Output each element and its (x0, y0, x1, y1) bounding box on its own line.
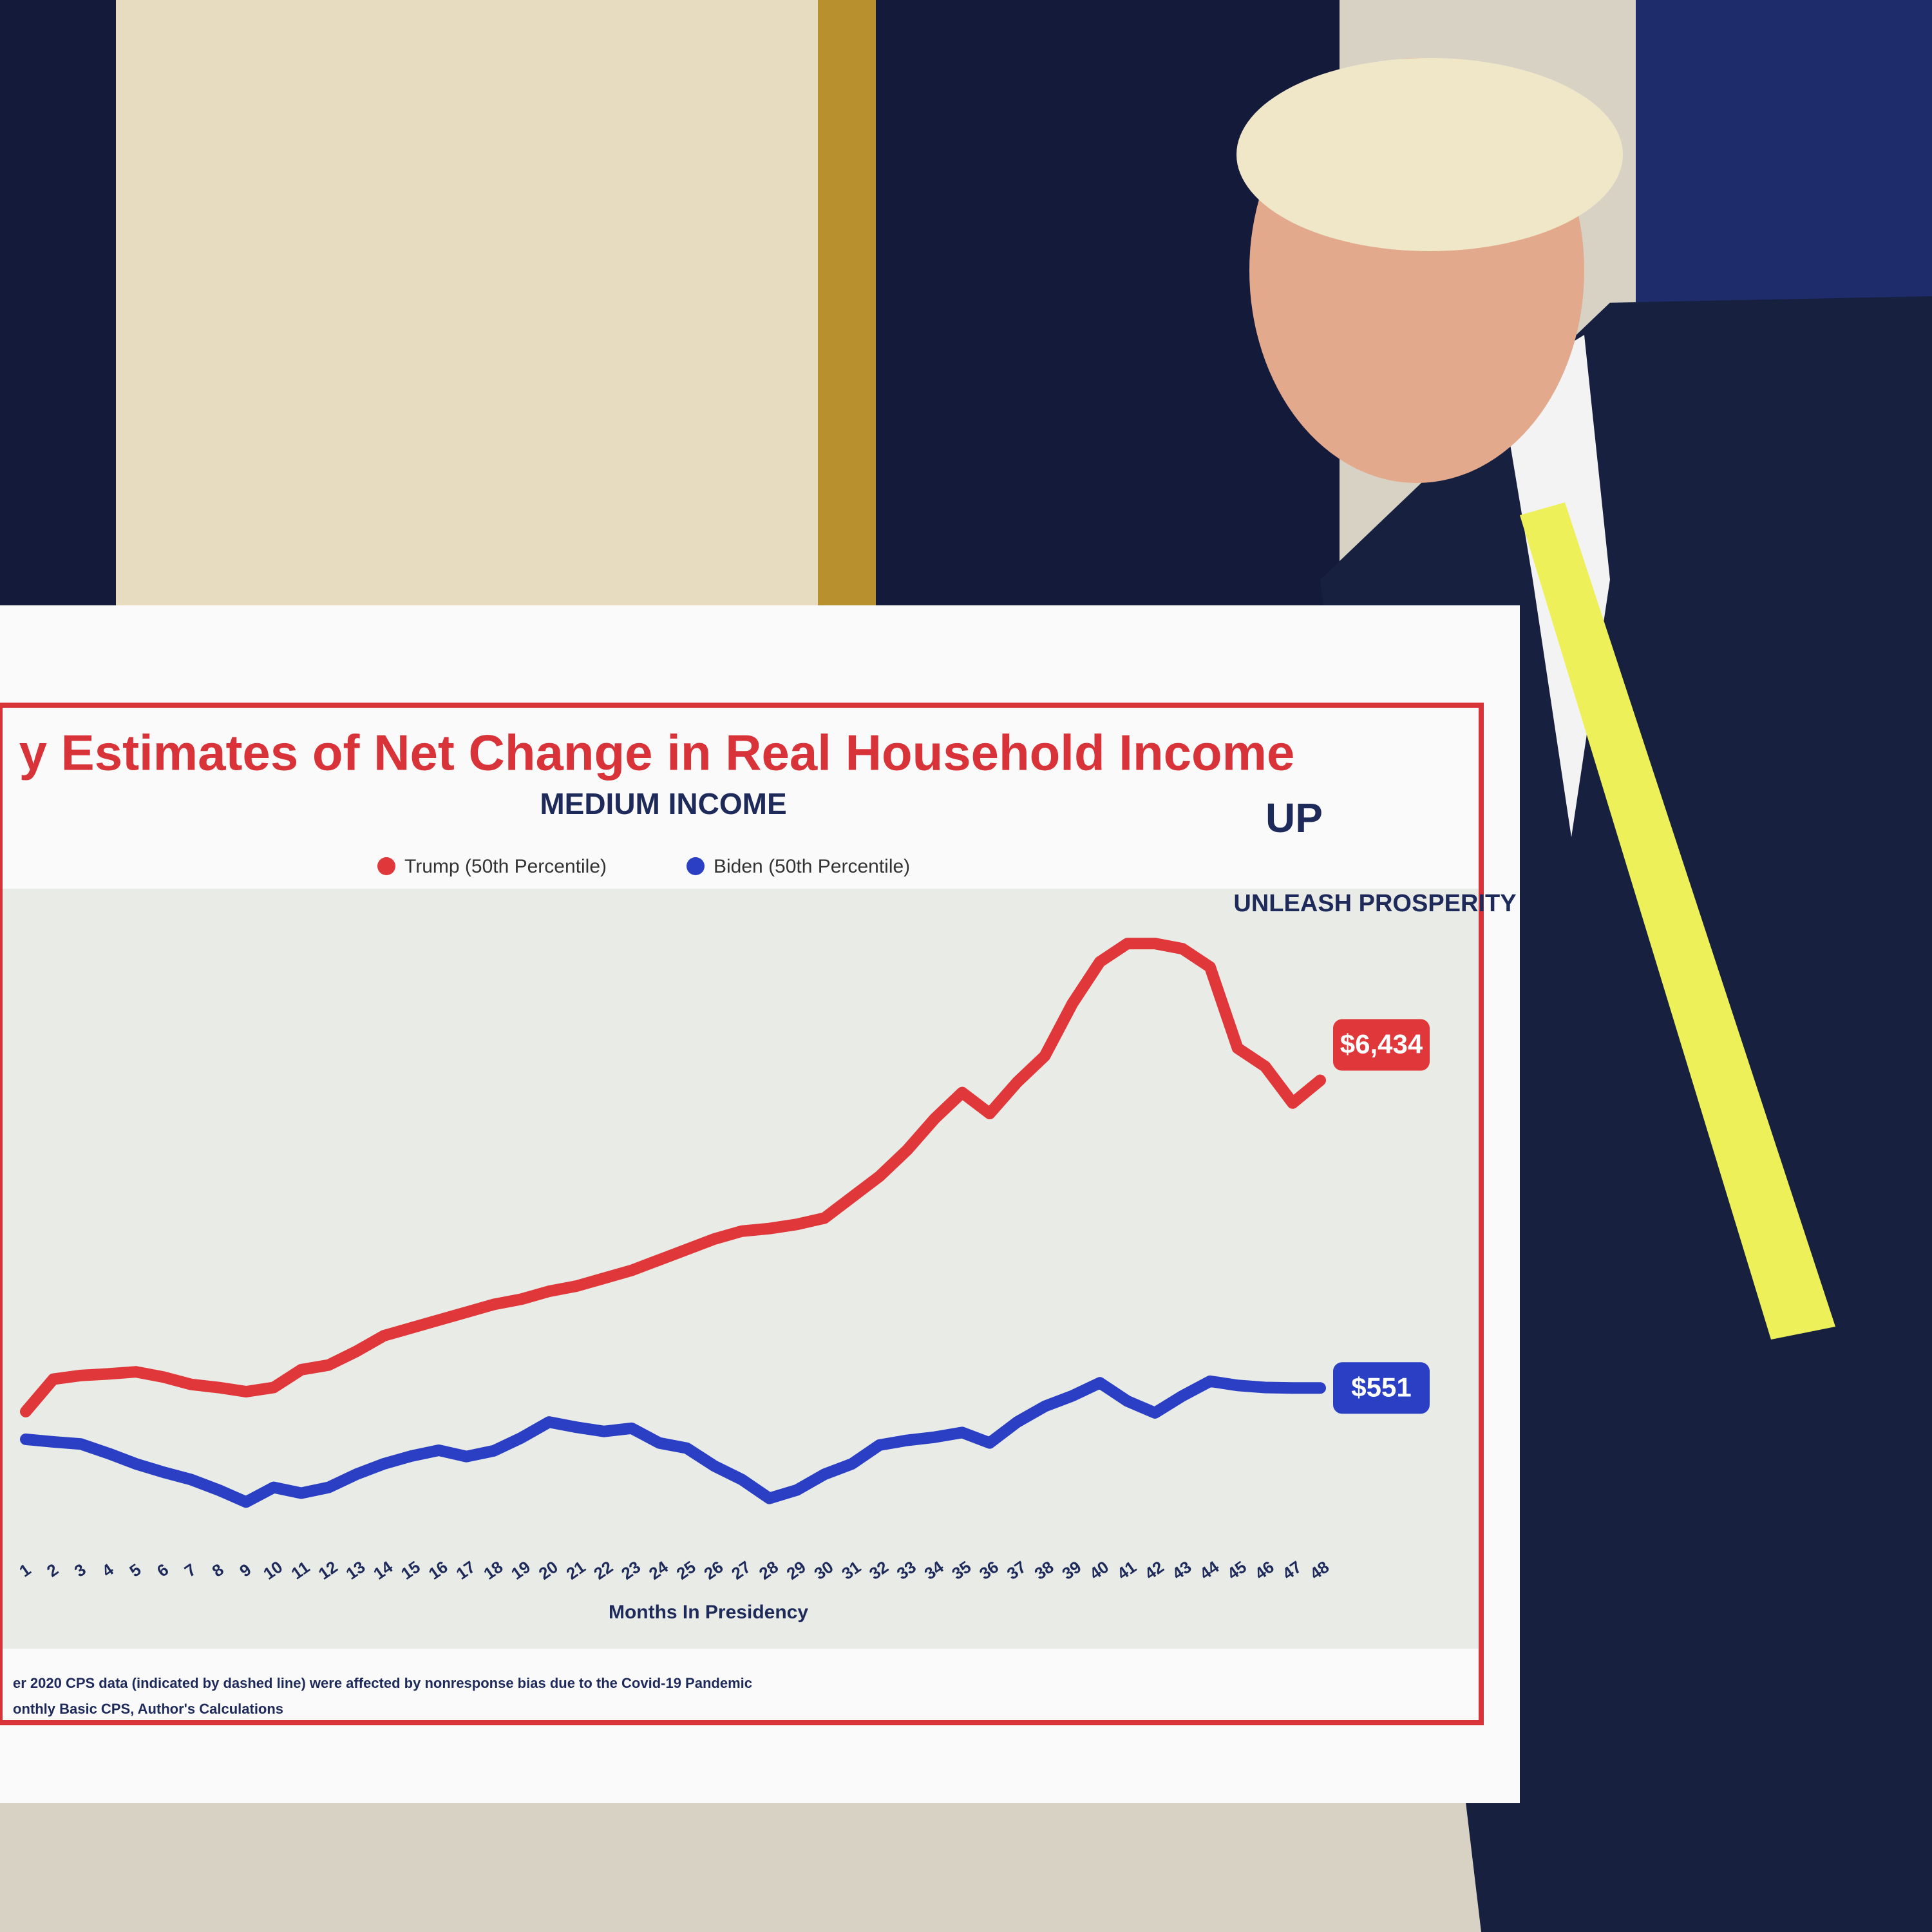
x-axis-title: Months In Presidency (609, 1602, 808, 1623)
value-label-box (1333, 1362, 1430, 1414)
legend-marker (687, 857, 705, 875)
legend-label: Trump (50th Percentile) (404, 856, 607, 877)
chart-title: y Estimates of Net Change in Real Househ… (19, 724, 1295, 781)
logo: UP (1265, 795, 1323, 841)
framed-document (0, 0, 966, 618)
footnote: onthly Basic CPS, Author's Calculations (13, 1701, 283, 1717)
line (20, 1375, 1326, 1508)
poster-border (0, 703, 1484, 1725)
chart-subtitle: MEDIUM INCOME (540, 787, 786, 820)
line (20, 938, 1326, 1417)
legend-marker (377, 857, 395, 875)
brand: UNLEASH PROSPERITY (1233, 890, 1516, 917)
plot-background (3, 889, 1479, 1649)
hair (1236, 58, 1623, 251)
value-label: $551 (1351, 1372, 1411, 1402)
footnote: er 2020 CPS data (indicated by dashed li… (13, 1675, 752, 1691)
curtain-left (0, 0, 116, 618)
flag (1636, 0, 1932, 335)
value-label-box (1333, 1019, 1430, 1071)
tie (1520, 502, 1835, 1340)
value-label: $6,434 (1340, 1029, 1423, 1059)
legend-label: Biden (50th Percentile) (714, 856, 910, 877)
